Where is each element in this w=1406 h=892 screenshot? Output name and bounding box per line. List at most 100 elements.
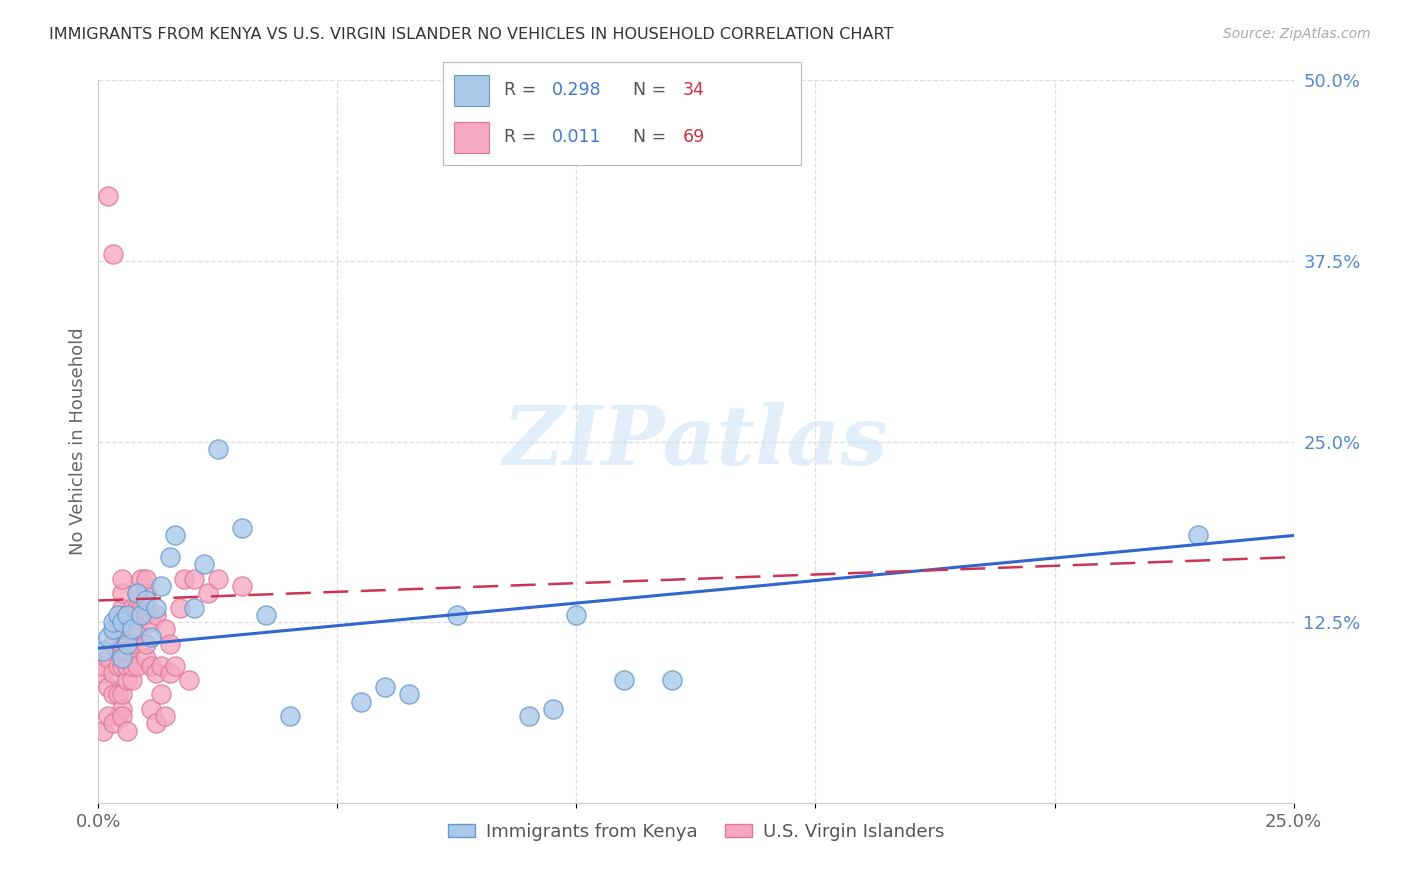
Point [145, 716, 167, 731]
Point [254, 607, 277, 622]
Point [131, 572, 153, 586]
Bar [454, 122, 489, 153]
Point [91, 658, 114, 673]
Point [115, 644, 138, 658]
Point [111, 651, 134, 665]
Point [111, 572, 134, 586]
Point [121, 623, 143, 637]
Point [121, 658, 143, 673]
Point [149, 658, 172, 673]
Point [131, 607, 153, 622]
Point [111, 615, 134, 630]
Point [159, 550, 181, 565]
Point [145, 600, 167, 615]
Text: N =: N = [633, 81, 672, 99]
Text: 0.011: 0.011 [553, 128, 602, 146]
Text: 0.298: 0.298 [553, 81, 602, 99]
Point [661, 673, 683, 687]
Point [111, 586, 134, 600]
Point [231, 579, 253, 593]
Point [163, 528, 186, 542]
Point [91, 723, 114, 738]
Bar [454, 75, 489, 105]
Point [125, 586, 148, 600]
Point [135, 593, 157, 607]
Point [101, 716, 124, 731]
Point [101, 246, 124, 260]
Point [111, 623, 134, 637]
Point [91, 644, 114, 658]
Point [155, 709, 177, 723]
Point [135, 637, 157, 651]
Point [169, 600, 191, 615]
Point [107, 623, 129, 637]
Point [179, 673, 201, 687]
Legend: Immigrants from Kenya, U.S. Virgin Islanders: Immigrants from Kenya, U.S. Virgin Islan… [441, 815, 950, 848]
Point [159, 637, 181, 651]
Point [115, 607, 138, 622]
Point [350, 695, 373, 709]
Point [139, 702, 162, 716]
Text: 69: 69 [683, 128, 706, 146]
Point [107, 658, 129, 673]
Point [115, 607, 138, 622]
Point [101, 665, 124, 680]
Point [231, 521, 253, 535]
Point [131, 600, 153, 615]
Point [155, 623, 177, 637]
Point [135, 586, 157, 600]
Point [115, 723, 138, 738]
Point [121, 600, 143, 615]
Point [193, 558, 215, 572]
Point [107, 687, 129, 701]
Point [1187, 528, 1209, 542]
Point [111, 709, 134, 723]
Text: N =: N = [633, 128, 672, 146]
Point [107, 644, 129, 658]
Point [111, 600, 134, 615]
Point [135, 572, 157, 586]
Point [111, 637, 134, 651]
Point [374, 680, 396, 694]
Point [101, 623, 124, 637]
Point [207, 572, 229, 586]
Point [125, 658, 148, 673]
Point [97, 189, 120, 203]
Point [446, 607, 468, 622]
Point [121, 637, 143, 651]
Point [125, 623, 148, 637]
Point [107, 709, 129, 723]
Point [121, 607, 143, 622]
Point [115, 637, 138, 651]
Point [139, 630, 162, 644]
Point [107, 607, 129, 622]
Point [101, 687, 124, 701]
Point [125, 600, 148, 615]
Point [139, 615, 162, 630]
Point [101, 637, 124, 651]
Point [115, 658, 138, 673]
Point [91, 665, 114, 680]
Text: Source: ZipAtlas.com: Source: ZipAtlas.com [1223, 27, 1371, 41]
Point [139, 658, 162, 673]
Point [135, 651, 157, 665]
Point [125, 586, 148, 600]
Point [613, 673, 636, 687]
Point [517, 709, 540, 723]
Point [183, 600, 205, 615]
Point [173, 572, 195, 586]
Point [565, 607, 588, 622]
Text: 34: 34 [683, 81, 704, 99]
Point [163, 658, 186, 673]
Text: ZIPatlas: ZIPatlas [503, 401, 889, 482]
Point [97, 709, 120, 723]
Text: IMMIGRANTS FROM KENYA VS U.S. VIRGIN ISLANDER NO VEHICLES IN HOUSEHOLD CORRELATI: IMMIGRANTS FROM KENYA VS U.S. VIRGIN ISL… [49, 27, 894, 42]
Point [111, 702, 134, 716]
Point [149, 579, 172, 593]
Point [278, 709, 301, 723]
Point [398, 687, 420, 701]
Point [101, 615, 124, 630]
Point [135, 607, 157, 622]
Point [541, 702, 564, 716]
Point [97, 680, 120, 694]
